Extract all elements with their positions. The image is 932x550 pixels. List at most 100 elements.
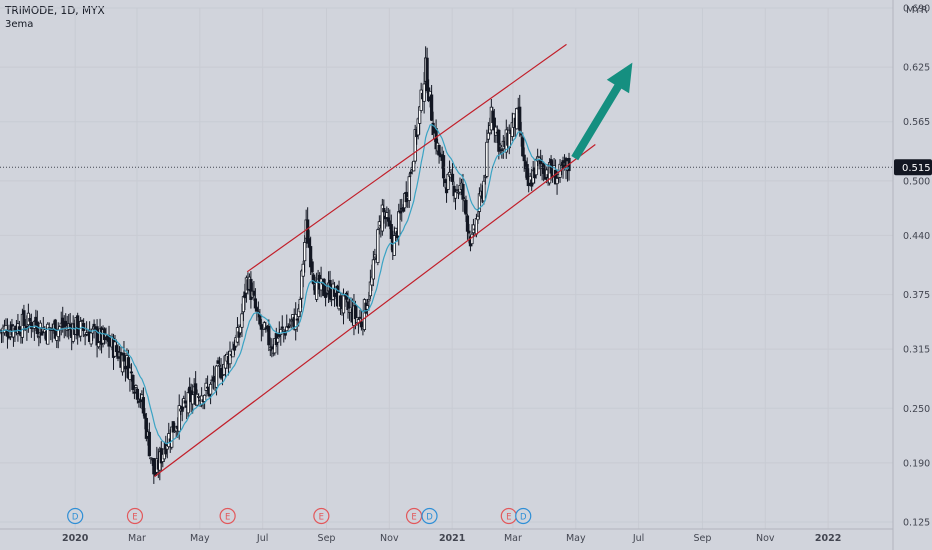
y-tick-label: 0.565	[903, 117, 930, 128]
candle-body	[203, 394, 207, 402]
candle-body	[392, 235, 396, 256]
ema-layer	[0, 123, 570, 445]
channel-lower-line	[154, 143, 596, 477]
candle-body	[80, 320, 84, 322]
x-tick-label: 2020	[62, 533, 89, 544]
candle-body	[303, 242, 307, 262]
candle-body	[385, 212, 389, 218]
candle-body	[258, 314, 262, 325]
x-tick-label: Sep	[318, 533, 336, 544]
candle-body	[228, 350, 232, 365]
candle-body	[68, 323, 72, 328]
candle-body	[283, 331, 287, 336]
candle-body	[521, 137, 525, 157]
candle-body	[135, 388, 140, 400]
candle-body	[430, 94, 434, 121]
channel-upper-line	[246, 43, 567, 273]
candle-body	[96, 342, 101, 348]
y-tick-label: 0.625	[903, 63, 930, 74]
candle-body	[301, 263, 305, 277]
candle-body	[131, 374, 135, 390]
dividend-marker	[421, 507, 438, 525]
candle-body	[437, 144, 441, 156]
candle-body	[219, 367, 223, 379]
candle-body	[276, 337, 280, 343]
candle-body	[465, 215, 470, 232]
candle-body	[147, 431, 151, 457]
ema-line	[0, 123, 570, 445]
earnings-marker-label: E	[319, 512, 324, 522]
candle-body	[128, 367, 132, 380]
x-tick-label: Nov	[756, 533, 775, 544]
candle-body	[186, 392, 190, 414]
candle-body	[134, 385, 138, 388]
candle-body	[216, 360, 220, 364]
price-tag-layer: 0.515	[0, 159, 932, 176]
candle-body	[373, 254, 377, 258]
candle-body	[264, 327, 268, 330]
x-tick-label: Mar	[504, 533, 522, 544]
candle-body	[500, 149, 504, 152]
candle-body	[310, 261, 314, 273]
candle-body	[542, 163, 546, 174]
candle-body	[183, 400, 187, 404]
earnings-marker	[126, 507, 144, 525]
candle-body	[341, 294, 346, 314]
candle-body	[240, 313, 244, 328]
candle-body	[425, 57, 429, 92]
indicator-label[interactable]: 3ema	[5, 19, 34, 30]
candle-body	[486, 132, 490, 140]
y-tick-label: 0.315	[903, 345, 930, 356]
dividend-marker-label: D	[520, 512, 527, 522]
candle-body	[195, 393, 199, 406]
candle-body	[92, 323, 96, 327]
dividend-marker-label: D	[426, 512, 433, 522]
candle-body	[197, 395, 201, 398]
candle-body	[382, 208, 386, 213]
candle-body	[474, 218, 479, 235]
candle-body	[252, 290, 256, 296]
currency-label: MYR	[906, 5, 928, 16]
candle-body	[307, 238, 311, 248]
earnings-marker	[313, 507, 330, 525]
candle-body	[413, 129, 417, 162]
candle-body	[123, 366, 128, 370]
candle-body	[450, 173, 455, 182]
candle-body	[498, 144, 502, 148]
candle-body	[443, 179, 447, 184]
last-price-tag	[894, 159, 932, 176]
grid	[0, 7, 893, 529]
candle-body	[464, 199, 468, 215]
candle-body	[144, 417, 148, 439]
candle-body	[359, 321, 364, 328]
up-arrow-icon	[571, 62, 633, 161]
candle-body	[367, 298, 371, 302]
candle-body	[141, 397, 145, 414]
x-tick-label: Sep	[693, 533, 711, 544]
drawings	[154, 43, 633, 477]
candle-body	[494, 126, 498, 136]
candle-body	[453, 191, 458, 199]
candle-body	[407, 176, 411, 201]
candle-body	[446, 173, 450, 190]
candle-body	[22, 310, 26, 327]
candle-body	[467, 230, 471, 234]
candle-body	[555, 178, 559, 185]
y-tick-label: 0.690	[903, 4, 930, 15]
x-tick-label: Nov	[380, 533, 399, 544]
candle-body	[280, 326, 284, 329]
candle-body	[267, 325, 271, 346]
candle-body	[397, 211, 401, 237]
candle-body	[89, 332, 93, 345]
x-tick-label: Jul	[256, 533, 268, 544]
candle-body	[365, 305, 369, 310]
candle-body	[522, 154, 526, 162]
earnings-marker	[219, 507, 236, 525]
candle-body	[412, 160, 416, 172]
candle-body	[46, 323, 50, 345]
candle-body	[422, 83, 426, 102]
earnings-marker-label: E	[225, 512, 230, 522]
